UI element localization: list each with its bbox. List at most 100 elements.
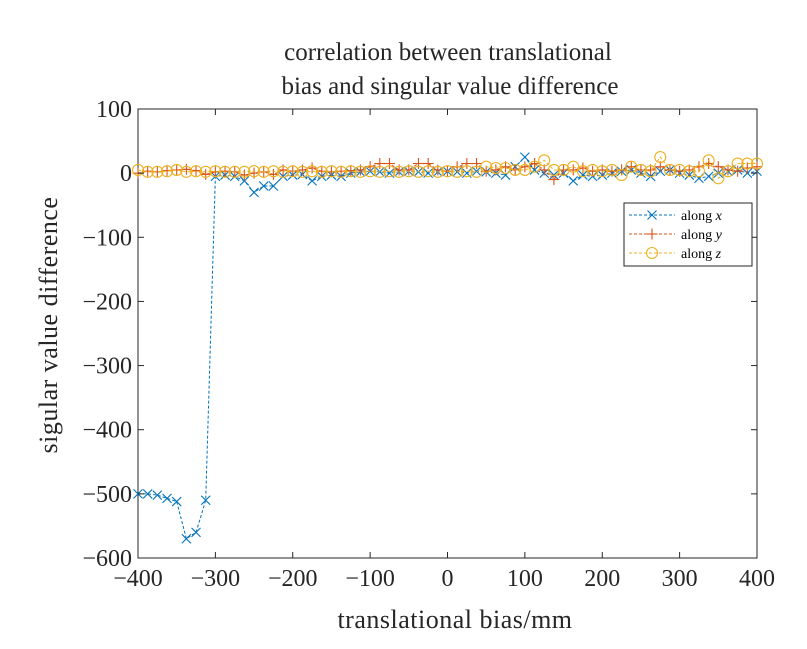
y-tick-label: 100 (96, 97, 132, 123)
data-point-x (268, 181, 279, 191)
data-point-x (249, 187, 259, 198)
data-point-z (509, 163, 522, 176)
data-point-y (722, 164, 734, 176)
data-point-z (692, 165, 706, 178)
series-z (131, 151, 764, 185)
data-point-z (315, 165, 328, 178)
data-point-z (721, 165, 735, 178)
data-point-z (634, 163, 647, 176)
data-point-z (393, 165, 406, 178)
data-point-y (471, 158, 483, 170)
data-point-z (451, 165, 464, 178)
data-point-x (519, 152, 530, 162)
data-point-x (142, 488, 153, 499)
data-point-y (500, 161, 512, 173)
data-point-x (258, 181, 269, 191)
data-point-z (673, 163, 686, 176)
data-point-z (402, 165, 415, 178)
data-point-y (190, 165, 202, 177)
data-point-z (364, 165, 377, 178)
data-point-z (335, 165, 348, 178)
data-point-x (307, 175, 317, 186)
data-point-z (441, 165, 454, 178)
data-point-z (160, 165, 174, 178)
x-tick-label: 300 (662, 566, 698, 592)
data-point-z (354, 165, 367, 178)
legend-label-y: along y (681, 228, 723, 243)
chart-title: correlation between translational bias a… (282, 39, 619, 100)
legend-marker-y (646, 228, 658, 240)
data-point-y (306, 162, 318, 174)
y-tick-label: −500 (82, 482, 132, 508)
data-point-z (199, 165, 212, 178)
data-point-z (325, 165, 338, 178)
data-point-z (431, 165, 444, 178)
chart-title-line-2: bias and singular value difference (282, 73, 619, 100)
data-point-x (471, 166, 482, 177)
legend-entry-y: along y (629, 228, 723, 243)
data-point-z (141, 165, 154, 178)
series-layer (131, 151, 764, 544)
data-point-y (751, 161, 763, 173)
data-point-z (663, 163, 677, 176)
data-point-x (529, 165, 540, 175)
y-tick-label: −600 (82, 546, 132, 572)
y-tick-label: −400 (82, 418, 132, 444)
y-tick-label: −300 (82, 354, 132, 380)
data-point-x (171, 496, 182, 507)
y-tick-label: 0 (120, 161, 132, 187)
data-point-z (567, 160, 580, 173)
data-point-x (239, 175, 250, 186)
x-tick-label: −100 (345, 566, 395, 592)
data-point-x (703, 171, 714, 182)
data-point-z (615, 169, 628, 182)
data-point-x (200, 495, 211, 506)
data-point-z (228, 165, 241, 178)
x-axis-label: translational bias/mm (337, 605, 572, 634)
data-point-z (644, 165, 657, 178)
data-point-z (741, 157, 754, 170)
data-point-z (750, 157, 764, 170)
legend-entry-x: along x (629, 209, 723, 224)
data-point-z (547, 163, 560, 176)
data-point-y (383, 158, 395, 170)
data-point-z (131, 163, 145, 176)
data-point-z (489, 161, 502, 175)
data-point-y (403, 164, 415, 176)
legend-marker-z (645, 246, 659, 260)
legend-label-z: along z (681, 247, 722, 262)
data-point-y (412, 158, 424, 170)
data-point-x (578, 170, 588, 180)
data-point-z (538, 154, 551, 167)
data-point-z (586, 163, 599, 176)
data-point-y (529, 158, 541, 170)
data-point-y (712, 161, 724, 173)
data-point-y (345, 165, 357, 177)
data-point-y (374, 158, 386, 170)
legend: along x along y along z (623, 202, 753, 267)
data-point-z (383, 165, 396, 178)
data-point-x (191, 527, 201, 538)
y-axis: −600 −500 −400 −300 −200 −100 0 100 (82, 97, 757, 572)
data-point-z (412, 165, 425, 178)
data-point-z (344, 165, 357, 178)
data-point-x (568, 175, 579, 186)
series-line-z (137, 156, 757, 180)
y-tick-label: −100 (82, 225, 132, 251)
x-tick-label: −200 (268, 566, 318, 592)
data-point-z (218, 165, 232, 178)
data-point-y (200, 168, 212, 180)
data-point-z (712, 172, 725, 185)
data-point-z (470, 165, 483, 178)
chart-title-line-1: correlation between translational (284, 39, 612, 66)
data-point-x (152, 490, 163, 501)
y-tick-label: −200 (82, 289, 132, 315)
data-point-z (480, 160, 493, 173)
data-point-z (654, 151, 667, 164)
data-point-z (238, 165, 251, 178)
data-point-z (257, 165, 270, 178)
data-point-y (422, 158, 434, 170)
data-point-z (731, 157, 744, 170)
data-point-z (373, 165, 386, 178)
data-point-z (499, 161, 512, 175)
